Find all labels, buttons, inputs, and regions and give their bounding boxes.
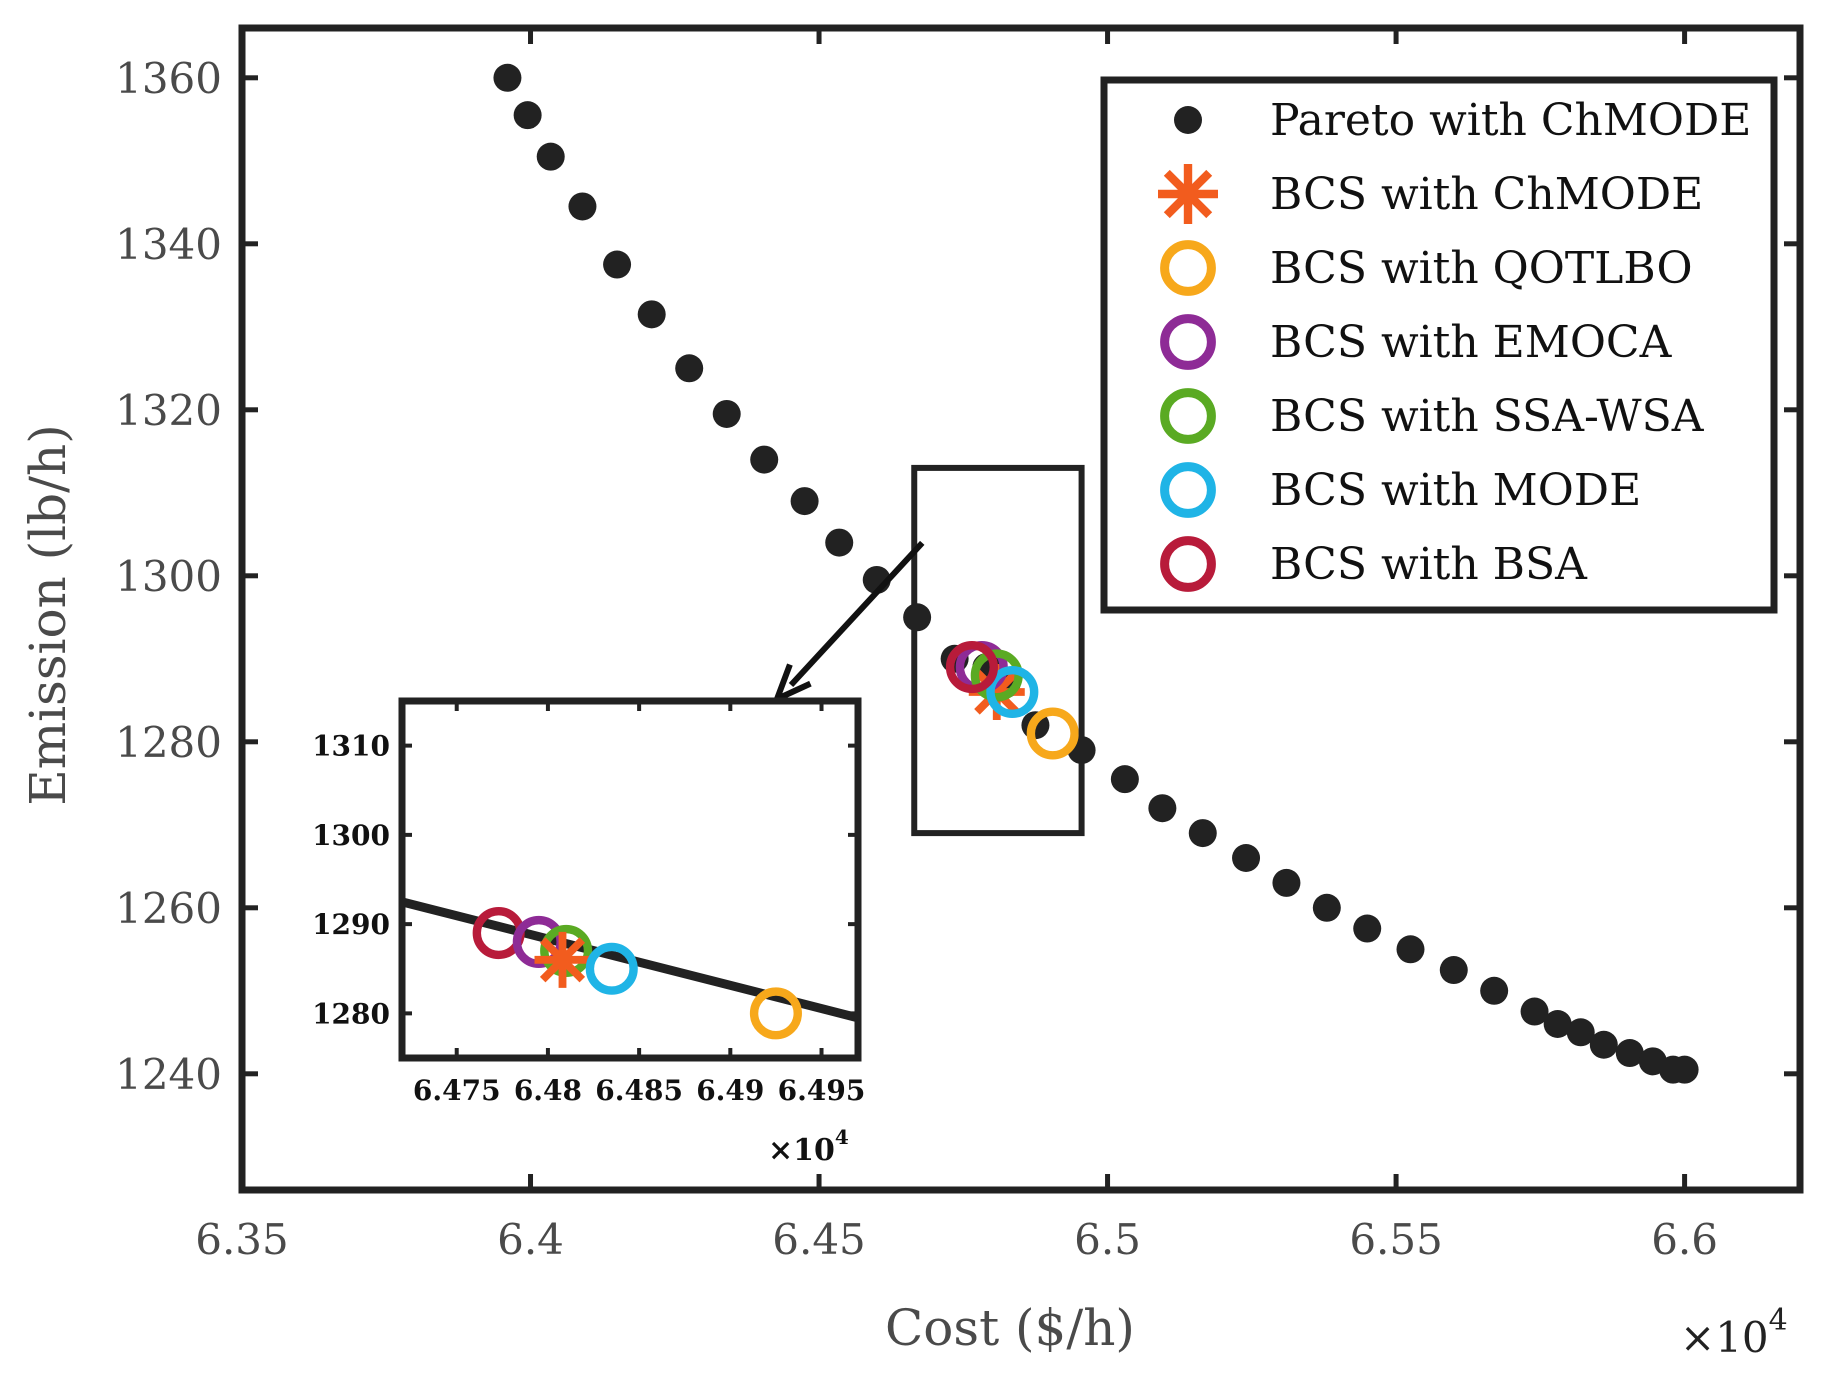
x-axis-label: Cost ($/h) (885, 1299, 1135, 1357)
inset-x-tick-label: 6.49 (696, 1074, 764, 1107)
inset-exponent-base: ×10 (768, 1133, 835, 1168)
x-tick-label: 6.45 (772, 1215, 866, 1264)
legend: Pareto with ChMODE BCS with ChMODE BCS wit… (1100, 76, 1778, 614)
pareto-point (513, 101, 542, 130)
inset-x-tick-label: 6.495 (778, 1074, 866, 1107)
bcs-point-bcs-with-qotlbo (1026, 707, 1079, 760)
pareto-point (1480, 976, 1509, 1005)
pareto-point (1439, 956, 1468, 985)
pareto-point (825, 528, 854, 557)
pareto-point (1232, 844, 1261, 872)
pareto-point (1312, 893, 1341, 922)
inset-x-tick-label: 6.485 (595, 1074, 683, 1107)
inset-y-tick-label: 1310 (312, 730, 390, 763)
inset-point-bcs-with-mode (585, 942, 638, 995)
pareto-point (637, 300, 666, 329)
pareto-point (790, 487, 819, 516)
inset-y-tick-label: 1290 (312, 908, 390, 941)
pareto-point (1589, 1030, 1618, 1059)
pareto-point (1396, 935, 1425, 964)
pareto-point (1615, 1039, 1644, 1068)
legend-entry: BCS with SSA-WSA (1270, 391, 1705, 442)
star-stroke (974, 669, 1020, 715)
y-tick-label: 1320 (115, 386, 222, 435)
x-tick-label: 6.55 (1349, 1215, 1443, 1264)
pareto-point (1188, 819, 1217, 848)
inset-x-tick-label: 6.475 (413, 1074, 501, 1107)
pareto-point (603, 250, 632, 279)
y-tick-label: 1300 (115, 552, 222, 601)
pareto-point (1272, 868, 1301, 897)
bcs-point-bcs-with-mode (986, 665, 1039, 719)
pareto-point (568, 192, 597, 221)
legend-marker (1160, 240, 1216, 296)
pareto-point (1520, 997, 1549, 1026)
pareto-point (1353, 914, 1382, 943)
legend-marker (1160, 462, 1216, 518)
star-stroke (1163, 169, 1213, 219)
pareto-point (750, 445, 779, 474)
zoom-region (774, 464, 1085, 837)
zoom-arrow-line (788, 540, 925, 688)
y-tick-label: 1240 (115, 1050, 222, 1099)
pareto-point (1543, 1010, 1572, 1038)
legend-marker (1160, 536, 1216, 592)
legend-entry: BCS with BSA (1270, 539, 1588, 590)
pareto-point (675, 354, 704, 383)
inset-y-tick-label: 1280 (312, 997, 390, 1030)
legend-marker (1160, 388, 1216, 444)
inset-exponent-power: 4 (835, 1125, 849, 1149)
legend-entry: BCS with MODE (1270, 465, 1641, 516)
legend-entry: BCS with EMOCA (1270, 317, 1673, 368)
inset-exponent-label: ×104 (768, 1125, 849, 1168)
x-exponent-base: ×10 (1680, 1313, 1769, 1362)
zoom-arrow-head (774, 663, 812, 702)
plot-frame (238, 24, 1804, 1194)
y-tick-label: 1340 (115, 220, 222, 269)
pareto-point (712, 399, 741, 428)
legend-marker (1158, 164, 1218, 224)
y-tick-label: 1360 (115, 54, 222, 103)
legend-entry: BCS with ChMODE (1270, 169, 1703, 220)
legend-entry: Pareto with ChMODE (1270, 95, 1751, 146)
inset-point-bcs-with-chmode (534, 931, 591, 988)
x-exponent-power: 4 (1769, 1303, 1788, 1338)
zoom-box (911, 464, 1085, 837)
pareto-point (536, 142, 565, 171)
main-plot: 6.35 6.4 6.45 6.5 6.55 6.6 1240 1260 1280 1300 132… (115, 24, 1804, 1264)
legend-entry: BCS with QOTLBO (1270, 243, 1693, 294)
inset-x-tick-label: 6.48 (514, 1074, 582, 1107)
y-tick-label: 1260 (115, 884, 222, 933)
y-axis-label: Emission (lb/h) (19, 424, 77, 805)
x-exponent-label: ×104 (1680, 1303, 1788, 1362)
pareto-point (1148, 794, 1177, 823)
pareto-point (1670, 1055, 1699, 1084)
pareto-point (493, 63, 522, 92)
inset-point-bcs-with-qotlbo (749, 987, 802, 1040)
inset-y-tick-label: 1300 (312, 819, 390, 852)
y-tick-label: 1280 (115, 718, 222, 767)
pareto-point (1566, 1018, 1595, 1047)
x-tick-label: 6.5 (1074, 1215, 1141, 1264)
x-tick-label: 6.4 (497, 1215, 564, 1264)
pareto-point (1110, 765, 1139, 794)
axis-labels: Cost ($/h) Emission (lb/h) ×104 (19, 424, 1788, 1362)
bcs-point-bcs-with-bsa (945, 641, 998, 694)
x-tick-label: 6.6 (1651, 1215, 1718, 1264)
legend-marker (1174, 106, 1202, 134)
inset-content (402, 897, 858, 1040)
x-tick-label: 6.35 (195, 1215, 289, 1264)
star-stroke (539, 937, 586, 983)
inset-plot: 6.475 6.48 6.485 6.49 6.495 1280 1290 1300 1310 ×… (312, 697, 866, 1168)
legend-marker (1160, 314, 1216, 370)
